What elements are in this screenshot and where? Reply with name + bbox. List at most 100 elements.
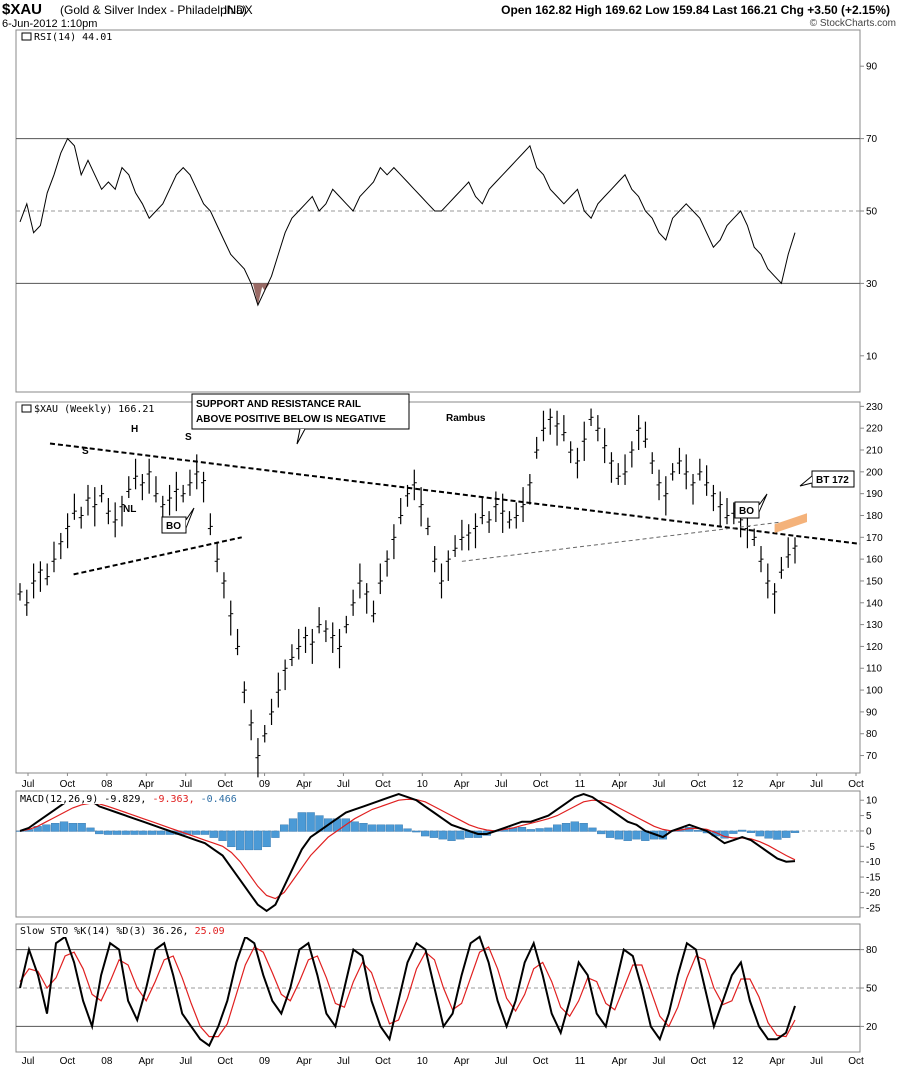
macd-histogram-bar <box>544 827 553 832</box>
price-ytick-label: 80 <box>866 729 878 740</box>
sto-xtick-label: 11 <box>575 1056 586 1067</box>
chart-symbol: $XAU <box>2 1 43 18</box>
price-ytick-label: 210 <box>866 446 883 457</box>
macd-histogram-bar <box>579 823 588 832</box>
rsi-oversold-shade <box>252 283 263 306</box>
macd-histogram-bar <box>121 830 130 835</box>
rsi-ytick-label: 70 <box>866 134 878 145</box>
macd-histogram-bar <box>790 830 800 833</box>
macd-histogram-bar <box>764 830 773 839</box>
author-label: Rambus <box>446 413 486 424</box>
macd-histogram-bar <box>227 830 236 848</box>
macd-ytick-label: -5 <box>866 842 875 853</box>
sto-xtick-label: Oct <box>691 1056 707 1067</box>
macd-histogram-bar <box>447 830 456 841</box>
macd-histogram-bar <box>288 818 298 832</box>
macd-histogram-bar <box>438 830 447 840</box>
macd-title-part: -9.829, <box>98 794 146 805</box>
macd-histogram-bar <box>262 830 271 848</box>
sto-xtick-label: Oct <box>217 1056 233 1067</box>
macd-ytick-label: -20 <box>866 888 881 899</box>
macd-ytick-label: 5 <box>866 811 872 822</box>
macd-histogram-bar <box>368 824 377 832</box>
rsi-title: RSI(14) 44.01 <box>34 32 112 43</box>
sto-xtick-label: 08 <box>101 1056 113 1067</box>
price-xtick-label: Apr <box>139 779 155 790</box>
macd-histogram-bar <box>77 823 86 832</box>
price-title: $XAU (Weekly) 166.21 <box>34 404 154 415</box>
backtest-pointer <box>799 475 813 487</box>
macd-histogram-bar <box>394 824 403 832</box>
macd-histogram-bar <box>209 830 218 838</box>
macd-histogram-bar <box>738 829 747 832</box>
sto-title-part: 25.09 <box>189 926 225 937</box>
price-xtick-label: Apr <box>769 779 785 790</box>
price-xtick-label: Jul <box>179 779 192 790</box>
head-label: H <box>131 424 138 435</box>
rail-annotation-line1: SUPPORT AND RESISTANCE RAIL <box>196 399 361 410</box>
macd-title: MACD(12,26,9) -9.829, -9.363, -0.466 <box>20 794 237 805</box>
price-ytick-label: 70 <box>866 751 878 762</box>
macd-histogram-bar <box>553 824 562 832</box>
backtest-callout-label: BT 172 <box>816 475 849 486</box>
macd-histogram-bar <box>755 830 764 837</box>
macd-histogram-bar <box>359 823 368 832</box>
sto-k-line <box>19 935 796 1048</box>
sto-ytick-label: 20 <box>866 1022 878 1033</box>
price-xtick-label: Jul <box>652 779 665 790</box>
macd-histogram-bar <box>420 830 430 837</box>
rsi-ytick-label: 90 <box>866 62 878 73</box>
macd-histogram-bar <box>535 828 544 832</box>
macd-histogram-bar <box>200 830 210 835</box>
macd-histogram-bar <box>156 830 166 835</box>
price-xtick-label: Oct <box>375 779 391 790</box>
macd-histogram-bar <box>51 823 60 832</box>
rail-annotation-line2: ABOVE POSITIVE BELOW IS NEGATIVE <box>196 414 386 425</box>
rsi-legend-swatch <box>21 32 32 41</box>
price-panel-frame <box>15 401 861 774</box>
rsi-ytick-label: 10 <box>866 351 878 362</box>
price-xtick-label: Apr <box>612 779 628 790</box>
price-ytick-label: 190 <box>866 489 883 500</box>
sto-xtick-label: Oct <box>375 1056 391 1067</box>
macd-histogram-bar <box>306 812 315 832</box>
price-ytick-label: 170 <box>866 533 883 544</box>
macd-histogram-bar <box>191 830 201 835</box>
neckline <box>73 536 242 576</box>
price-ytick-label: 110 <box>866 664 882 675</box>
macd-histogram-bar <box>623 830 632 841</box>
price-ytick-label: 230 <box>866 402 883 413</box>
price-ytick-label: 160 <box>866 555 883 566</box>
price-xtick-label: 09 <box>259 779 271 790</box>
sto-xtick-label: Apr <box>296 1056 312 1067</box>
macd-histogram-bar <box>429 830 439 838</box>
macd-histogram-bar <box>350 821 359 832</box>
price-ytick-label: 200 <box>866 467 883 478</box>
sto-xtick-label: Jul <box>179 1056 192 1067</box>
macd-ytick-label: 0 <box>866 826 872 837</box>
price-xtick-label: Apr <box>296 779 312 790</box>
sto-xtick-label: Apr <box>612 1056 628 1067</box>
macd-histogram-bar <box>244 830 254 851</box>
macd-histogram-bar <box>693 830 703 832</box>
price-xtick-label: 08 <box>101 779 113 790</box>
macd-histogram-bar <box>112 830 122 835</box>
price-ytick-label: 120 <box>866 642 883 653</box>
sto-xtick-label: Jul <box>337 1056 350 1067</box>
price-legend-swatch <box>21 404 32 413</box>
macd-histogram-bar <box>376 824 386 832</box>
macd-histogram-bar <box>456 830 465 840</box>
macd-histogram-bar <box>614 830 624 840</box>
price-xtick-label: Jul <box>810 779 823 790</box>
macd-title-bg <box>17 792 267 804</box>
macd-histogram-bar <box>597 830 606 835</box>
macd-histogram-bar <box>632 830 641 840</box>
macd-histogram-bar <box>605 830 615 838</box>
macd-histogram-bar <box>588 827 597 832</box>
sto-ytick-label: 80 <box>866 945 878 956</box>
macd-panel-frame <box>15 790 861 918</box>
left-shoulder-label: S <box>82 446 89 457</box>
price-ytick-label: 140 <box>866 598 883 609</box>
stockcharts-credit: © StockCharts.com <box>809 18 896 29</box>
